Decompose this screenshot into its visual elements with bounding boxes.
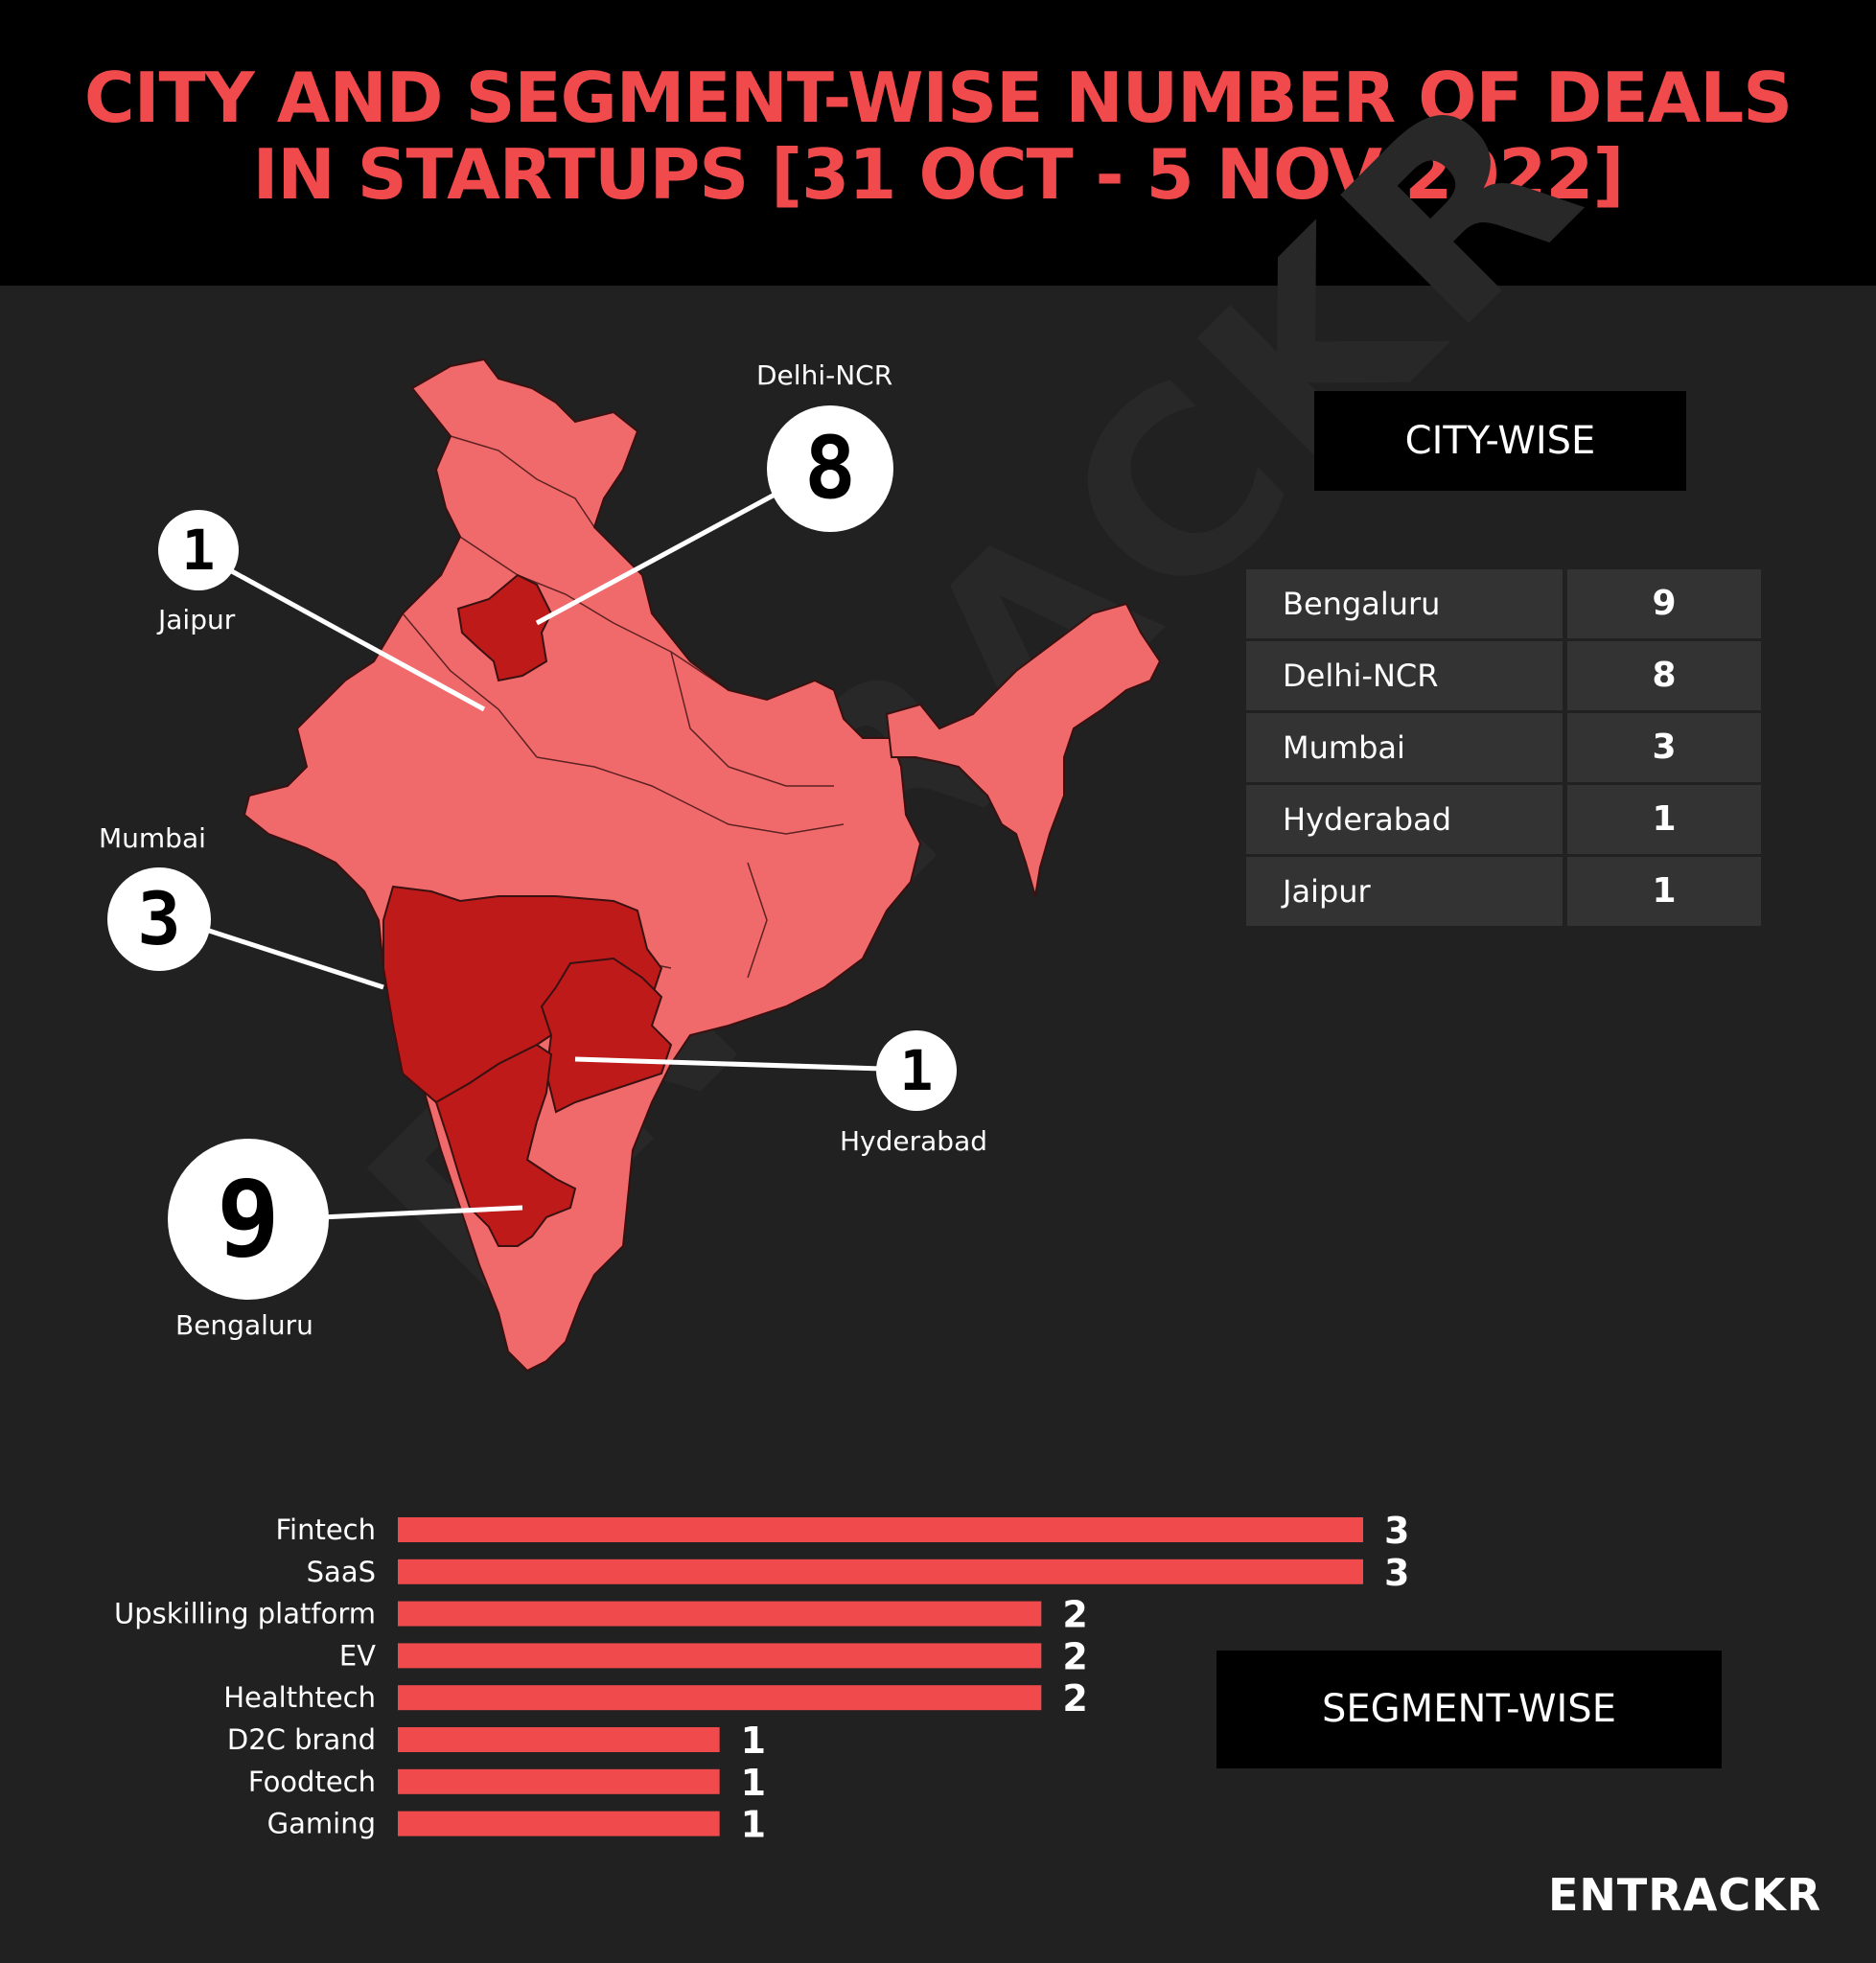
segment-category-label: Healthtech bbox=[223, 1681, 376, 1714]
segment-value-label: 3 bbox=[1384, 1510, 1409, 1552]
segment-value-label: 2 bbox=[1062, 1677, 1087, 1720]
segment-category-label: Fintech bbox=[275, 1513, 376, 1546]
mumbai-bubble: 3 bbox=[107, 867, 211, 971]
segment-value-label: 3 bbox=[1384, 1552, 1409, 1594]
jaipur-bubble: 1 bbox=[158, 510, 239, 590]
city-deals-cell: 3 bbox=[1567, 713, 1761, 782]
city-row: Mumbai 3 bbox=[1246, 713, 1761, 782]
delhi-ncr-highlight bbox=[456, 573, 553, 682]
segment-category-label: EV bbox=[339, 1639, 376, 1672]
city-name-cell: Mumbai bbox=[1246, 713, 1563, 782]
city-row: Jaipur 1 bbox=[1246, 857, 1761, 926]
city-name-cell: Jaipur bbox=[1246, 857, 1563, 926]
leader-lines bbox=[205, 491, 883, 1220]
city-name-cell: Bengaluru bbox=[1246, 569, 1563, 638]
india-map-base bbox=[243, 358, 922, 1373]
hyderabad-bubble: 1 bbox=[876, 1030, 957, 1111]
mumbai-label: Mumbai bbox=[99, 822, 206, 854]
segment-bar bbox=[398, 1727, 720, 1752]
title-line-2: IN STARTUPS [31 OCT - 5 NOV 2022] bbox=[252, 134, 1625, 215]
segment-category-label: Foodtech bbox=[248, 1766, 376, 1798]
segment-value-label: 1 bbox=[741, 1720, 766, 1762]
segment-category-label: Gaming bbox=[267, 1808, 376, 1840]
city-deals-cell: 9 bbox=[1567, 569, 1761, 638]
city-row: Bengaluru 9 bbox=[1246, 569, 1761, 638]
india-map bbox=[205, 358, 1162, 1373]
segment-value-label: 2 bbox=[1062, 1635, 1087, 1677]
segment-wise-title: SEGMENT-WISE bbox=[1216, 1651, 1722, 1768]
segment-value-label: 2 bbox=[1062, 1594, 1087, 1636]
city-name-cell: Delhi-NCR bbox=[1246, 641, 1563, 710]
segment-bar bbox=[398, 1517, 1363, 1542]
segment-value-label: 1 bbox=[741, 1762, 766, 1804]
hyderabad-highlight bbox=[540, 957, 673, 1114]
city-deals-cell: 1 bbox=[1567, 857, 1761, 926]
city-deals-cell: 8 bbox=[1567, 641, 1761, 710]
segment-category-label: Upskilling platform bbox=[114, 1598, 376, 1630]
northeast-map-region bbox=[885, 602, 1162, 897]
city-row: Hyderabad 1 bbox=[1246, 785, 1761, 854]
city-deals-cell: 1 bbox=[1567, 785, 1761, 854]
segment-bar bbox=[398, 1811, 720, 1836]
title-line-1: CITY AND SEGMENT-WISE NUMBER OF DEALS bbox=[83, 58, 1793, 138]
segment-value-label: 1 bbox=[741, 1804, 766, 1846]
entrackr-logo: ENTRACKR bbox=[1548, 1869, 1822, 1921]
header-bar bbox=[0, 0, 1876, 286]
segment-bar bbox=[398, 1601, 1042, 1627]
page-title: CITY AND SEGMENT-WISE NUMBER OF DEALS IN… bbox=[0, 59, 1876, 213]
bengaluru-label: Bengaluru bbox=[175, 1309, 313, 1341]
city-wise-table: Bengaluru 9 Delhi-NCR 8 Mumbai 3 Hyderabad 1 Jai… bbox=[1246, 569, 1761, 929]
segment-bar bbox=[398, 1643, 1042, 1669]
segment-category-label: D2C brand bbox=[227, 1723, 376, 1756]
delhi-ncr-bubble: 8 bbox=[767, 405, 893, 532]
segment-bar-chart: Fintech 3 SaaS 3 Upskilling platform 2 EV 2 Heal… bbox=[114, 1510, 1409, 1846]
segment-bar bbox=[398, 1768, 720, 1794]
segment-category-label: SaaS bbox=[307, 1556, 376, 1588]
delhi-ncr-label: Delhi-NCR bbox=[756, 359, 893, 391]
city-name-cell: Hyderabad bbox=[1246, 785, 1563, 854]
city-row: Delhi-NCR 8 bbox=[1246, 641, 1761, 710]
bengaluru-bubble: 9 bbox=[168, 1139, 329, 1300]
jaipur-label: Jaipur bbox=[158, 604, 236, 635]
segment-bar bbox=[398, 1685, 1042, 1711]
city-wise-title: CITY-WISE bbox=[1314, 391, 1686, 491]
segment-bar bbox=[398, 1559, 1363, 1584]
hyderabad-label: Hyderabad bbox=[840, 1125, 987, 1157]
